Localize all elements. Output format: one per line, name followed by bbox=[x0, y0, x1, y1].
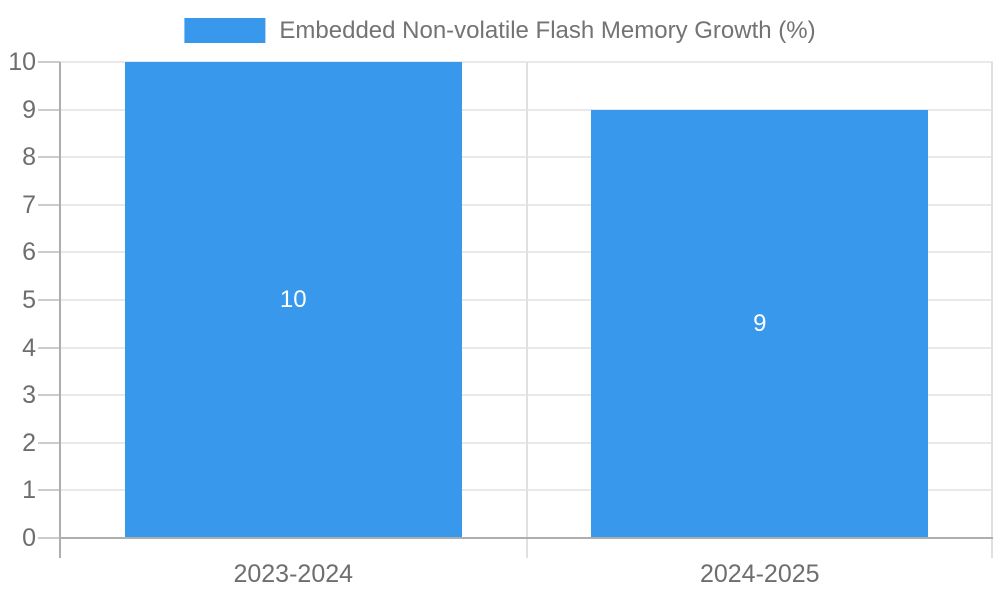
legend-color-swatch bbox=[184, 18, 266, 43]
y-axis-tick bbox=[38, 489, 60, 492]
category-boundary-line bbox=[991, 62, 993, 558]
y-axis-tick bbox=[38, 203, 60, 206]
y-axis-tick bbox=[38, 441, 60, 444]
plot-area: 10 9 bbox=[59, 61, 993, 558]
y-tick-label: 3 bbox=[22, 381, 36, 410]
legend: Embedded Non-volatile Flash Memory Growt… bbox=[184, 17, 816, 44]
legend-series-label: Embedded Non-volatile Flash Memory Growt… bbox=[279, 17, 816, 44]
y-tick-label: 6 bbox=[22, 238, 36, 267]
y-axis-line bbox=[59, 62, 61, 558]
y-axis-tick bbox=[38, 299, 60, 301]
y-tick-label: 8 bbox=[22, 143, 36, 172]
y-tick-label: 4 bbox=[22, 333, 36, 362]
x-category-label: 2023-2024 bbox=[233, 560, 354, 588]
y-axis-tick bbox=[38, 61, 60, 63]
y-axis-tick bbox=[38, 394, 60, 397]
y-tick-label: 2 bbox=[22, 428, 36, 457]
category-boundary-line bbox=[525, 62, 528, 558]
x-category-label: 2024-2025 bbox=[699, 560, 820, 588]
y-tick-label: 10 bbox=[8, 48, 36, 76]
y-axis-tick bbox=[38, 346, 60, 349]
y-axis-tick bbox=[38, 156, 60, 159]
y-tick-label: 1 bbox=[22, 476, 36, 505]
bar bbox=[591, 109, 929, 538]
x-axis-baseline bbox=[60, 537, 993, 539]
y-axis-tick bbox=[38, 108, 60, 111]
bar-value-label: 9 bbox=[753, 309, 767, 337]
y-tick-label: 7 bbox=[22, 190, 36, 219]
y-axis-tick bbox=[38, 251, 60, 254]
y-tick-label: 9 bbox=[22, 95, 36, 124]
bar bbox=[124, 62, 462, 538]
bar-value-label: 10 bbox=[279, 286, 307, 313]
y-axis-tick bbox=[38, 537, 60, 539]
y-tick-label: 0 bbox=[22, 524, 36, 552]
y-tick-label: 5 bbox=[22, 286, 36, 314]
